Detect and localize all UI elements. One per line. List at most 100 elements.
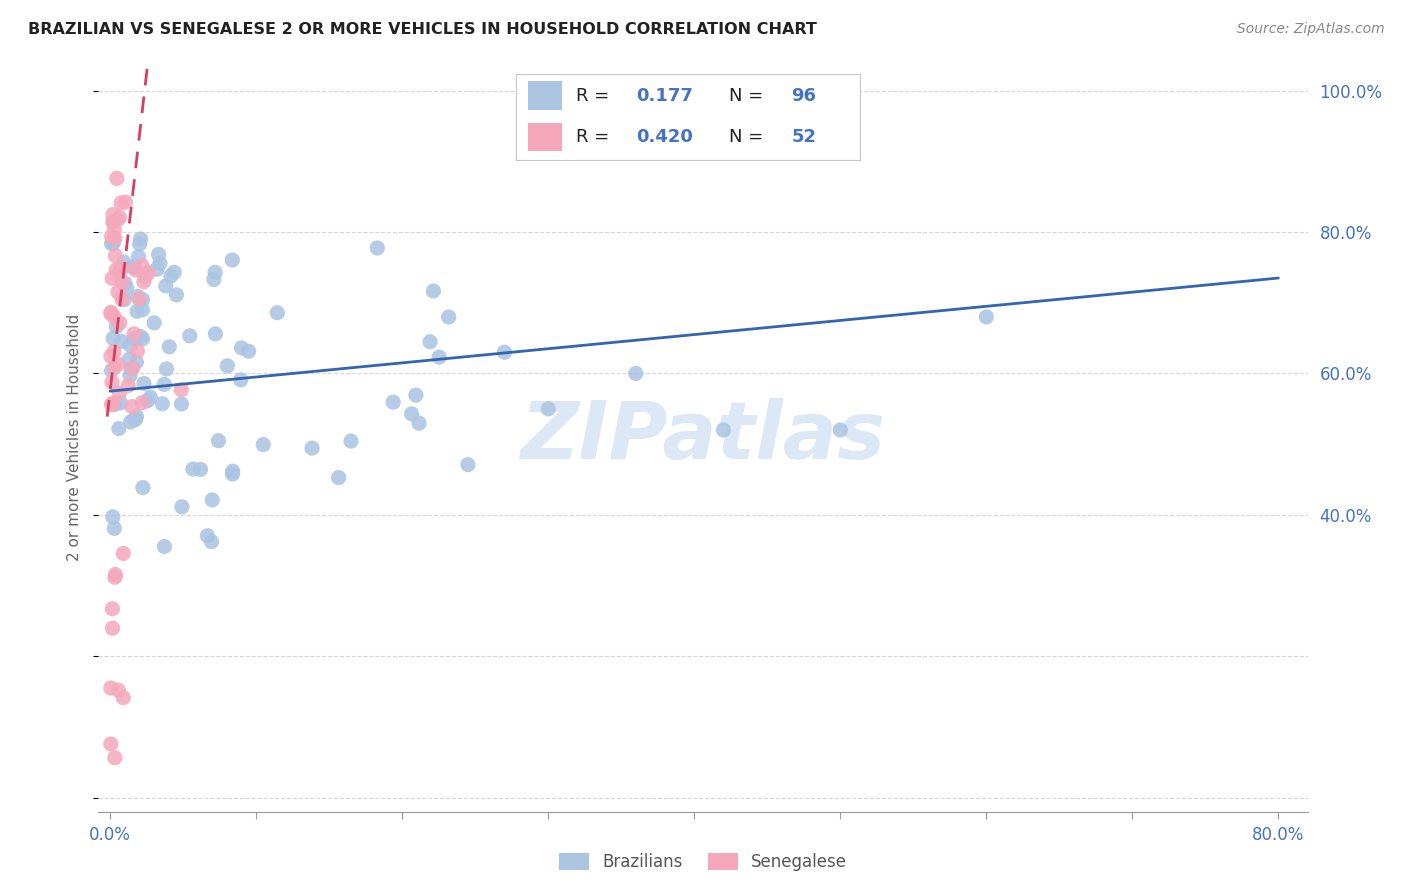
Point [204,265,226,279]
Point [111,260,134,275]
Point [101,396,124,410]
Point [115,281,138,295]
Point [105,171,128,186]
Point [122,260,145,275]
Point [340,434,363,448]
Point [111,275,134,289]
Point [155,279,177,293]
Point [121,361,143,376]
Text: BRAZILIAN VS SENEGALESE 2 OR MORE VEHICLES IN HOUSEHOLD CORRELATION CHART: BRAZILIAN VS SENEGALESE 2 OR MORE VEHICL… [28,22,817,37]
Point [128,237,150,252]
Point [108,211,131,225]
Point [138,266,160,280]
Point [153,377,176,392]
Point [231,341,253,355]
Point [131,332,153,346]
Point [110,196,132,211]
Point [103,344,125,359]
Point [132,275,155,289]
Point [105,319,128,334]
Point [301,441,323,455]
Point [104,570,127,584]
Point [125,304,148,318]
Point [146,262,169,277]
Point [100,363,122,377]
Point [830,423,852,437]
Point [108,421,131,435]
Point [221,253,243,268]
Point [107,212,129,227]
Point [125,355,148,369]
Point [134,269,156,284]
Point [221,467,243,481]
Point [124,412,146,426]
Point [170,500,193,514]
Point [120,338,142,352]
Point [100,398,122,412]
Text: Source: ZipAtlas.com: Source: ZipAtlas.com [1237,22,1385,37]
Point [100,350,122,364]
Point [427,350,450,364]
Point [125,263,148,277]
Point [204,326,226,341]
Point [143,316,166,330]
Point [121,400,143,414]
Legend: Brazilians, Senegalese: Brazilians, Senegalese [551,845,855,880]
Point [179,329,201,343]
Point [197,529,219,543]
Point [103,235,125,250]
Point [117,378,139,392]
Point [101,621,124,635]
Point [252,437,274,451]
Point [238,344,260,359]
Point [148,247,170,261]
Point [118,352,141,367]
Point [155,362,177,376]
Point [139,390,162,404]
Point [366,241,388,255]
Point [494,345,516,359]
Point [103,234,125,248]
Point [108,264,131,278]
Point [104,567,127,582]
Point [125,409,148,424]
Point [437,310,460,324]
Point [120,362,142,376]
Point [111,293,134,307]
Point [120,415,142,429]
Point [200,534,222,549]
Point [103,215,125,229]
Point [163,265,186,279]
Point [110,334,132,349]
Point [107,683,129,698]
Point [328,470,350,484]
Point [114,195,136,210]
Point [537,401,560,416]
Point [131,293,153,307]
Point [101,331,124,345]
Point [108,386,131,401]
Point [112,293,135,307]
Point [165,288,187,302]
Point [122,331,145,345]
Point [114,276,136,290]
Point [103,521,125,535]
Point [127,343,149,358]
Point [101,509,124,524]
Point [103,223,125,237]
Point [131,395,153,409]
Point [128,292,150,306]
Point [101,601,124,615]
Point [408,416,430,430]
Point [104,231,127,245]
Point [112,546,135,560]
Point [103,398,125,412]
Point [202,272,225,286]
Point [112,690,135,705]
Point [122,326,145,341]
Point [124,412,146,426]
Point [112,255,135,269]
Point [221,464,243,478]
Point [160,268,183,283]
Point [101,375,124,389]
